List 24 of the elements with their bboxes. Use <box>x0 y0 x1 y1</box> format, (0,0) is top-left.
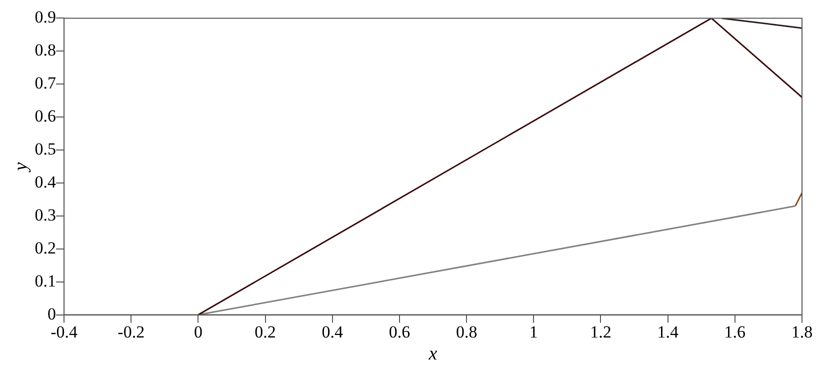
y-tick-label: 0.7 <box>34 74 57 93</box>
x-tick-label: 0 <box>194 322 202 342</box>
y-tick-label: 0 <box>48 304 56 324</box>
y-tick-label: 0.8 <box>34 40 56 60</box>
x-tick-label: 1.8 <box>791 322 813 342</box>
y-tick-label: 0.9 <box>34 8 56 27</box>
x-tick-label: 0.8 <box>456 322 478 342</box>
y-tick-label: 0.6 <box>34 106 56 126</box>
y-tick-label: 0.4 <box>34 172 57 192</box>
y-tick-label: 0.1 <box>34 271 56 290</box>
x-axis-title: x <box>428 344 438 365</box>
x-tick-label: 0.2 <box>254 322 276 342</box>
x-tick-label: 1.4 <box>657 322 679 342</box>
x-tick-label: 1.6 <box>724 322 746 342</box>
y-tick-label: 0.2 <box>34 238 56 258</box>
x-tick-label: 0.4 <box>322 322 344 342</box>
y-tick-label: 0.3 <box>34 205 56 224</box>
x-tick-label: 1 <box>529 322 538 342</box>
y-tick-label: 0.5 <box>34 139 56 158</box>
y-axis-title: y <box>10 162 32 173</box>
x-tick-label: 1.2 <box>590 322 612 342</box>
x-tick-label: -0.4 <box>50 322 78 342</box>
x-tick-label: -0.2 <box>118 322 145 342</box>
x-tick-label: 0.6 <box>388 322 410 342</box>
